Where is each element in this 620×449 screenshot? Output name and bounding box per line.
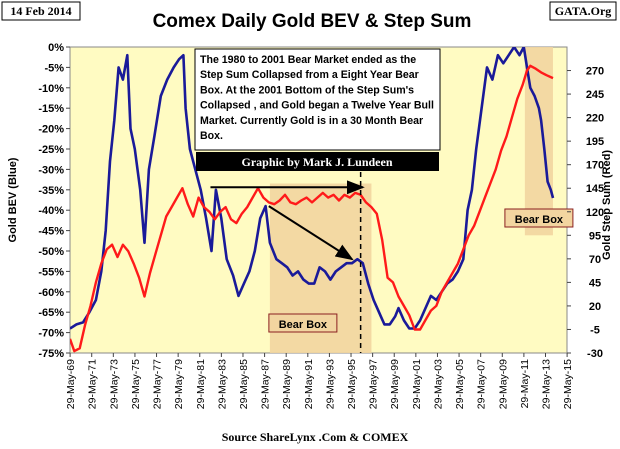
right-tick-label: 20 — [589, 301, 601, 313]
right-tick-label: 270 — [586, 66, 604, 78]
x-tick-label: 29-May-75 — [130, 359, 142, 409]
right-tick-label: 195 — [586, 136, 604, 148]
credit-text: Graphic by Mark J. Lundeen — [241, 155, 392, 169]
left-axis: 0% -5% -10% -15% -20% -25% -30% -35% -40% -45% -50… — [38, 42, 70, 360]
x-tick-label: 29-May-97 — [368, 359, 380, 409]
x-tick-label: 29-May-95 — [346, 359, 358, 409]
annotation-line: Step Sum Collapsed from a Eight Year Bea… — [200, 69, 419, 81]
x-tick-label: 29-May-71 — [87, 359, 99, 409]
annotation-line: Market. Currently Gold is in a 30 Month … — [200, 115, 423, 127]
bear-boxes: Bear Box Bear Box — [268, 47, 574, 353]
right-axis-title: Gold Step Sum (Red) — [601, 150, 613, 260]
svg-text:Bear Box: Bear Box — [515, 214, 564, 226]
left-tick-label: -70% — [38, 328, 64, 340]
brand-box — [549, 1, 617, 21]
credit-banner — [196, 152, 439, 171]
left-tick-label: -50% — [38, 246, 64, 258]
right-tick-label: -30 — [587, 348, 603, 360]
left-tick-label: -60% — [38, 287, 64, 299]
x-tick-label: 29-May-85 — [238, 359, 250, 409]
date-box — [1, 1, 81, 21]
left-tick-label: -20% — [38, 124, 64, 136]
series-line-step-sum — [70, 64, 554, 353]
x-tick-label: 29-May-89 — [281, 359, 293, 409]
x-tick-label: 29-May-05 — [454, 359, 466, 409]
left-tick-label: -65% — [38, 307, 64, 319]
x-tick-label: 29-May-03 — [432, 359, 444, 409]
arrow-annotation — [268, 205, 354, 261]
date-label: 14 Feb 2014 — [10, 4, 71, 18]
right-tick-label: 120 — [586, 207, 604, 219]
x-tick-label: 29-May-07 — [476, 359, 488, 409]
left-tick-label: -55% — [38, 266, 64, 278]
right-tick-label: 170 — [586, 160, 604, 172]
left-tick-label: -75% — [38, 348, 64, 360]
right-tick-label: -5 — [590, 324, 600, 336]
annotation-line: The 1980 to 2001 Bear Market ended as th… — [200, 54, 416, 66]
left-tick-label: -10% — [38, 83, 64, 95]
x-tick-label: 29-May-01 — [411, 359, 423, 409]
x-tick-label: 29-May-93 — [324, 359, 336, 409]
annotation-line: Box. — [200, 130, 223, 142]
x-tick-label: 29-May-13 — [540, 359, 552, 409]
overlay-annotations — [210, 172, 365, 353]
right-tick-label: 220 — [586, 113, 604, 125]
source-text: Source ShareLynx .Com & COMEX — [222, 430, 409, 444]
x-tick-label: 29-May-15 — [562, 359, 574, 409]
right-tick-label: 70 — [589, 254, 601, 266]
right-tick-label: 245 — [586, 89, 604, 101]
bear-box-label: Bear Box — [504, 208, 574, 228]
left-tick-label: -25% — [38, 144, 64, 156]
x-tick-label: 29-May-81 — [195, 359, 207, 409]
left-tick-label: -40% — [38, 205, 64, 217]
right-tick-label: 95 — [589, 230, 601, 242]
x-axis: 29-May-69 29-May-71 29-May-73 29-May-75 29-M… — [65, 353, 574, 409]
x-tick-label: 29-May-91 — [303, 359, 315, 409]
annotation-text: The 1980 to 2001 Bear Market ended as th… — [200, 54, 434, 142]
annotation-line: Box. At the 2001 Bottom of the Step Sum'… — [200, 84, 414, 96]
right-tick-label: 145 — [586, 183, 604, 195]
x-tick-label: 29-May-83 — [216, 359, 228, 409]
svg-text:Bear Box: Bear Box — [279, 319, 328, 331]
left-tick-label: -35% — [38, 185, 64, 197]
x-tick-label: 29-May-79 — [173, 359, 185, 409]
chart-title: Comex Daily Gold BEV & Step Sum — [153, 11, 472, 32]
series-layer — [70, 47, 555, 353]
left-tick-label: -5% — [44, 62, 64, 74]
left-axis-title: Gold BEV (Blue) — [7, 157, 19, 242]
right-axis: 270 245 220 195 170 145 120 95 70 45 20 -5 -30 — [567, 66, 604, 360]
left-tick-label: -45% — [38, 226, 64, 238]
x-tick-label: 29-May-99 — [389, 359, 401, 409]
left-tick-label: 0% — [48, 42, 64, 54]
left-tick-label: -30% — [38, 164, 64, 176]
x-tick-label: 29-May-69 — [65, 359, 77, 409]
x-tick-label: 29-May-73 — [108, 359, 120, 409]
x-tick-label: 29-May-87 — [260, 359, 272, 409]
annotation-box — [194, 48, 441, 151]
x-tick-label: 29-May-77 — [152, 359, 164, 409]
x-tick-label: 29-May-09 — [497, 359, 509, 409]
annotation-line: Collapsed , and Gold began a Twelve Year… — [200, 100, 434, 112]
bear-box-label: Bear Box — [268, 313, 338, 333]
right-tick-label: 45 — [589, 277, 601, 289]
brand-label: GATA.Org — [555, 4, 612, 18]
left-tick-label: -15% — [38, 103, 64, 115]
series-line-bev — [70, 47, 555, 330]
x-tick-label: 29-May-11 — [519, 359, 531, 409]
